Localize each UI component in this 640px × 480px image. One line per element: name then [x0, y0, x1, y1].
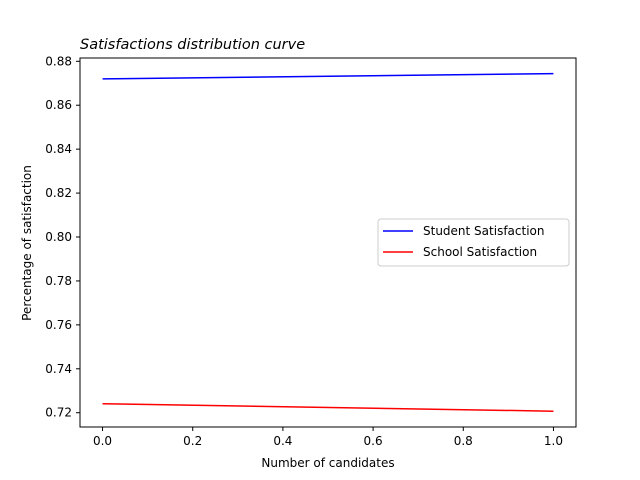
- series-line-school-satisfaction: [102, 402, 554, 412]
- legend-label-school-satisfaction: School Satisfaction: [423, 245, 537, 259]
- axes: 0.0 0.2 0.4 0.6 0.8 1.0 0.72 0.74 0.76 0.78 0.80 0.…: [45, 54, 577, 448]
- y-tick-label: 0.74: [45, 362, 72, 376]
- x-tick-label: 0.2: [183, 434, 202, 448]
- axes-frame: [79, 57, 577, 428]
- x-tick-label: 0.0: [93, 434, 112, 448]
- y-tick-label: 0.84: [45, 142, 72, 156]
- legend-label-student-satisfaction: Student Satisfaction: [423, 224, 544, 238]
- y-tick-label: 0.86: [45, 98, 72, 112]
- x-tick-label: 0.4: [273, 434, 292, 448]
- x-tick-label: 1.0: [544, 434, 563, 448]
- y-tick-label: 0.72: [45, 406, 72, 420]
- y-tick-label: 0.78: [45, 274, 72, 288]
- y-tick-label: 0.82: [45, 186, 72, 200]
- plot-area: [102, 72, 554, 412]
- y-tick-label: 0.80: [45, 230, 72, 244]
- x-tick-label: 0.6: [364, 434, 383, 448]
- y-tick-label: 0.76: [45, 318, 72, 332]
- chart-title: Satisfactions distribution curve: [80, 37, 305, 53]
- y-tick-label: 0.88: [45, 54, 72, 68]
- legend-box: [377, 218, 570, 267]
- x-axis-label: Number of candidates: [261, 456, 394, 470]
- legend: Student Satisfaction School Satisfaction: [377, 218, 570, 267]
- x-tick-label: 0.8: [454, 434, 473, 448]
- series-line-student-satisfaction: [102, 72, 554, 80]
- y-axis-label: Percentage of satisfaction: [20, 165, 34, 321]
